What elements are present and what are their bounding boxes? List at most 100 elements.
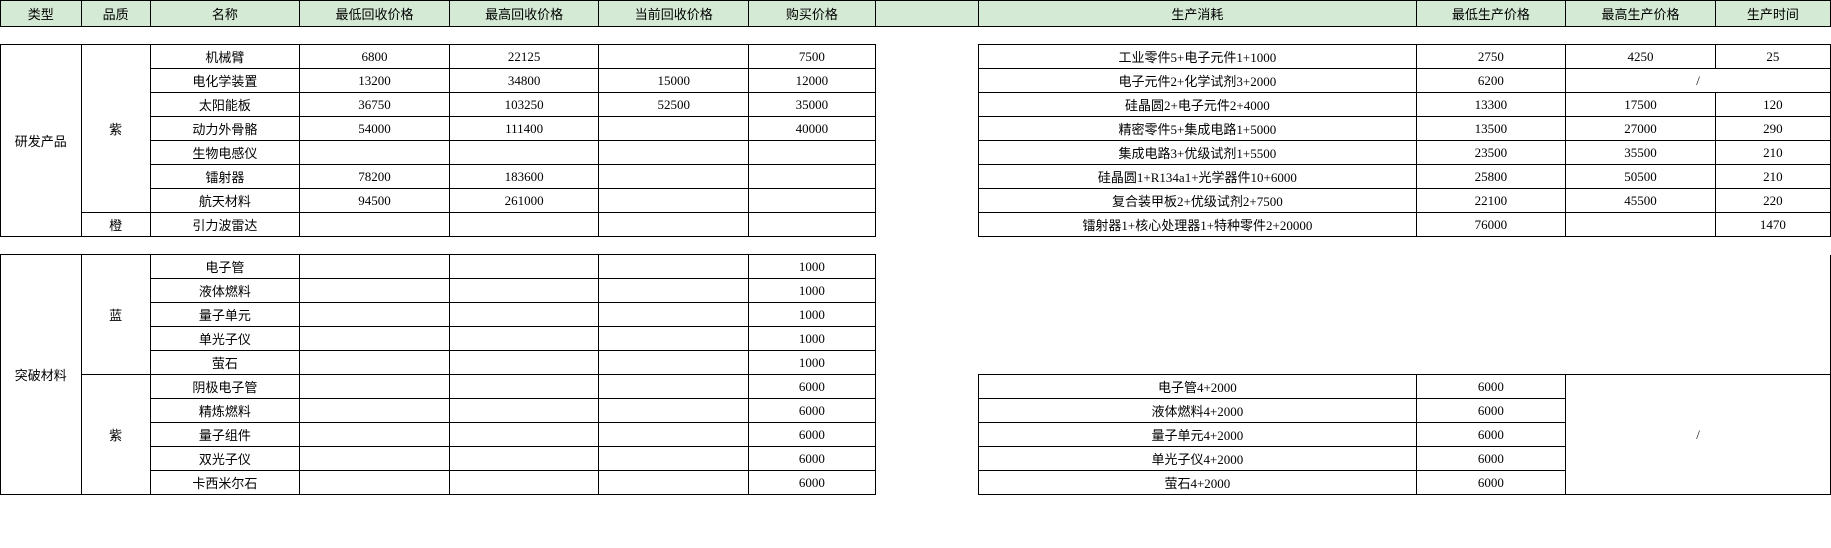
name-cell: 量子单元 [150, 303, 300, 327]
curr-cell [599, 327, 749, 351]
maxp-cell [1566, 255, 1716, 279]
name-cell: 动力外骨骼 [150, 117, 300, 141]
name-cell: 航天材料 [150, 189, 300, 213]
gap-cell [875, 213, 979, 237]
curr-cell [599, 189, 749, 213]
hdr-name: 名称 [150, 1, 300, 27]
table-row: 电化学装置 13200 34800 15000 12000 电子元件2+化学试剂… [1, 69, 1831, 93]
maxr-cell [449, 375, 599, 399]
buy-cell: 35000 [749, 93, 876, 117]
minr-cell: 54000 [300, 117, 450, 141]
curr-cell [599, 117, 749, 141]
time-cell [1715, 255, 1830, 279]
minp-cell: 6000 [1416, 375, 1566, 399]
gap-cell [875, 45, 979, 69]
minp-cell [1416, 303, 1566, 327]
buy-cell: 1000 [749, 279, 876, 303]
minr-cell: 94500 [300, 189, 450, 213]
time-cell: 290 [1715, 117, 1830, 141]
type-cell: 突破材料 [1, 255, 82, 495]
time-cell: 25 [1715, 45, 1830, 69]
table-row: 量子组件 6000 量子单元4+2000 6000 [1, 423, 1831, 447]
minp-cell: 25800 [1416, 165, 1566, 189]
cons-cell: 集成电路3+优级试剂1+5500 [979, 141, 1416, 165]
curr-cell [599, 255, 749, 279]
maxp-cell [1566, 303, 1716, 327]
hdr-type: 类型 [1, 1, 82, 27]
cons-cell [979, 279, 1416, 303]
gap-cell [875, 423, 979, 447]
maxp-cell [1566, 213, 1716, 237]
cons-cell: 电子管4+2000 [979, 375, 1416, 399]
minp-cell: 6000 [1416, 423, 1566, 447]
table-row: 液体燃料 1000 [1, 279, 1831, 303]
time-cell [1715, 279, 1830, 303]
time-cell: 210 [1715, 141, 1830, 165]
cons-cell: 精密零件5+集成电路1+5000 [979, 117, 1416, 141]
gap-cell [875, 399, 979, 423]
minr-cell [300, 279, 450, 303]
name-cell: 液体燃料 [150, 279, 300, 303]
gap-cell [875, 117, 979, 141]
gap-cell [875, 165, 979, 189]
maxr-cell: 34800 [449, 69, 599, 93]
cons-cell [979, 255, 1416, 279]
buy-cell [749, 189, 876, 213]
minp-cell: 2750 [1416, 45, 1566, 69]
maxr-cell: 111400 [449, 117, 599, 141]
maxr-cell [449, 141, 599, 165]
cons-cell: 液体燃料4+2000 [979, 399, 1416, 423]
gap-cell [875, 189, 979, 213]
gap-cell [875, 375, 979, 399]
hdr-max-recycle: 最高回收价格 [449, 1, 599, 27]
buy-cell [749, 213, 876, 237]
maxp-cell: 50500 [1566, 165, 1716, 189]
table-row: 双光子仪 6000 单光子仪4+2000 6000 [1, 447, 1831, 471]
hdr-min-prod: 最低生产价格 [1416, 1, 1566, 27]
table-row: 紫 阴极电子管 6000 电子管4+2000 6000 / [1, 375, 1831, 399]
maxr-cell: 261000 [449, 189, 599, 213]
quality-cell: 紫 [81, 375, 150, 495]
name-cell: 电化学装置 [150, 69, 300, 93]
header-row: 类型 品质 名称 最低回收价格 最高回收价格 当前回收价格 购买价格 生产消耗 … [1, 1, 1831, 27]
buy-cell [749, 165, 876, 189]
minr-cell: 6800 [300, 45, 450, 69]
curr-cell [599, 141, 749, 165]
maxr-cell [449, 279, 599, 303]
minr-cell [300, 471, 450, 495]
table-row: 太阳能板 36750 103250 52500 35000 硅晶圆2+电子元件2… [1, 93, 1831, 117]
gap-cell [875, 69, 979, 93]
curr-cell [599, 423, 749, 447]
maxr-cell [449, 351, 599, 375]
cons-cell: 单光子仪4+2000 [979, 447, 1416, 471]
name-cell: 镭射器 [150, 165, 300, 189]
hdr-max-prod: 最高生产价格 [1566, 1, 1716, 27]
table-row: 航天材料 94500 261000 复合装甲板2+优级试剂2+7500 2210… [1, 189, 1831, 213]
gap-cell [875, 93, 979, 117]
name-cell: 机械臂 [150, 45, 300, 69]
table-row: 生物电感仪 集成电路3+优级试剂1+5500 23500 35500 210 [1, 141, 1831, 165]
buy-cell: 1000 [749, 327, 876, 351]
minp-cell [1416, 351, 1566, 375]
name-cell: 电子管 [150, 255, 300, 279]
minr-cell [300, 399, 450, 423]
name-cell: 卡西米尔石 [150, 471, 300, 495]
quality-cell: 蓝 [81, 255, 150, 375]
maxr-cell [449, 447, 599, 471]
buy-cell: 6000 [749, 471, 876, 495]
minr-cell [300, 303, 450, 327]
hdr-prod-time: 生产时间 [1715, 1, 1830, 27]
minr-cell [300, 213, 450, 237]
maxp-cell: 27000 [1566, 117, 1716, 141]
curr-cell [599, 447, 749, 471]
maxp-cell: 35500 [1566, 141, 1716, 165]
minp-cell: 6000 [1416, 447, 1566, 471]
minp-cell: 22100 [1416, 189, 1566, 213]
minp-cell: 13500 [1416, 117, 1566, 141]
maxp-cell: / [1566, 69, 1831, 93]
quality-cell: 橙 [81, 213, 150, 237]
minr-cell [300, 141, 450, 165]
curr-cell [599, 375, 749, 399]
curr-cell: 52500 [599, 93, 749, 117]
hdr-buy-price: 购买价格 [749, 1, 876, 27]
